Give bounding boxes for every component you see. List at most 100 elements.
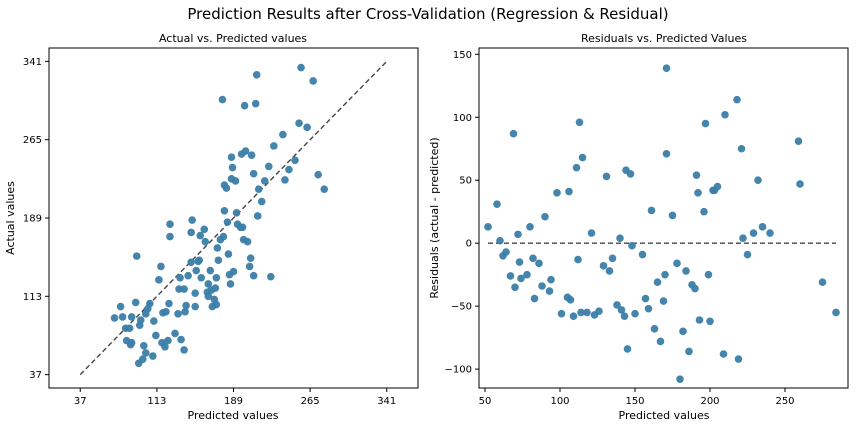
data-point [530, 294, 539, 303]
data-point [211, 284, 220, 292]
data-point [661, 270, 669, 279]
data-point [125, 324, 134, 333]
data-point [188, 216, 196, 224]
data-point [541, 212, 549, 221]
data-point [222, 184, 231, 192]
data-point [200, 225, 209, 234]
y-axis-label: Residuals (actual - predicted) [428, 137, 441, 298]
x-tick-label: 150 [625, 396, 644, 407]
x-tick-label: 50 [479, 396, 492, 407]
data-point [116, 302, 125, 311]
data-point [529, 254, 537, 263]
data-point [177, 335, 185, 344]
data-point [132, 252, 141, 260]
data-point [608, 254, 617, 263]
data-point [152, 331, 160, 340]
data-point [572, 163, 581, 172]
residuals-vs-predicted-chart: Residuals vs. Predicted Values Predicted… [428, 32, 849, 422]
data-point [138, 355, 147, 363]
data-point [617, 306, 626, 314]
data-point [734, 355, 743, 363]
data-point [118, 313, 127, 321]
data-point [220, 206, 229, 215]
data-point [754, 176, 762, 185]
x-tick-label: 265 [301, 396, 320, 407]
data-point [149, 352, 157, 360]
data-point [832, 308, 840, 317]
data-point [226, 280, 235, 288]
data-point [595, 307, 603, 315]
data-point [303, 123, 311, 132]
data-point [644, 304, 653, 313]
x-axis-label: Predicted values [619, 409, 710, 422]
y-tick-label: 150 [453, 50, 472, 61]
data-point [110, 314, 119, 322]
y-tick-label: 113 [23, 292, 42, 303]
data-point [692, 171, 701, 179]
y-tick-label: 189 [23, 214, 42, 225]
y-tick-label: 0 [466, 239, 472, 250]
data-point [796, 180, 804, 188]
data-point [228, 163, 237, 172]
y-axis-label: Actual values [4, 181, 17, 255]
data-point [496, 236, 504, 245]
data-point [191, 302, 199, 311]
data-point [131, 298, 140, 307]
data-point [535, 259, 543, 268]
data-point [320, 185, 329, 193]
data-point [171, 329, 179, 338]
data-point [253, 212, 262, 220]
data-point [162, 307, 170, 316]
data-point [517, 274, 525, 283]
x-tick-label: 189 [224, 396, 243, 407]
data-point [166, 232, 174, 241]
data-point [281, 176, 289, 184]
data-point [291, 156, 299, 165]
y-tick-label: 265 [23, 135, 42, 146]
data-point [180, 285, 188, 293]
y-tick-label: 50 [459, 176, 472, 187]
data-point [676, 375, 684, 383]
data-point [297, 63, 305, 72]
data-point [251, 99, 260, 108]
data-point [668, 211, 677, 220]
data-point [229, 267, 238, 276]
data-point [204, 292, 213, 301]
data-point [662, 64, 671, 72]
data-point [602, 172, 611, 181]
data-point [704, 270, 713, 279]
data-point [245, 262, 254, 271]
data-point [599, 262, 608, 270]
data-point [184, 271, 192, 280]
data-point [201, 237, 210, 246]
data-point [252, 70, 261, 79]
data-point [506, 272, 515, 280]
data-point [182, 301, 190, 310]
data-point [187, 228, 195, 237]
actual-vs-predicted-chart: Actual vs. Predicted values Predicted va… [4, 32, 419, 422]
data-point [659, 297, 668, 305]
data-point [191, 289, 199, 298]
data-point [206, 266, 215, 275]
data-point [694, 189, 702, 197]
x-tick-label: 341 [377, 396, 396, 407]
data-point [150, 317, 158, 325]
data-point [249, 271, 258, 280]
data-point [641, 294, 650, 303]
data-point [616, 234, 624, 242]
data-point [155, 276, 163, 284]
data-point [523, 270, 531, 279]
x-tick-label: 250 [775, 396, 794, 407]
y-tick-label: 341 [23, 57, 42, 68]
data-point [739, 234, 747, 242]
data-point [526, 223, 534, 231]
x-tick-label: 113 [147, 396, 166, 407]
y-tick-label: −100 [445, 365, 472, 376]
x-tick-label: 37 [74, 396, 87, 407]
data-point [547, 275, 555, 284]
y-tick-label: 37 [29, 370, 42, 381]
data-point [180, 346, 188, 354]
data-point [631, 309, 639, 318]
data-point [264, 162, 273, 171]
data-point [219, 232, 228, 241]
